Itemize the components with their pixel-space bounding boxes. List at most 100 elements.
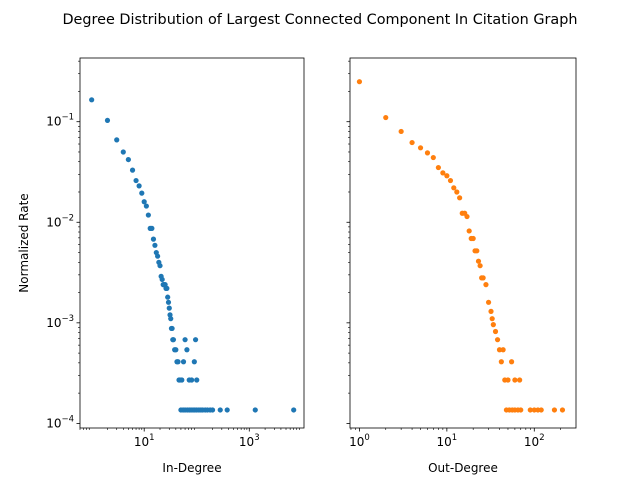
data-point	[192, 337, 199, 343]
data-point	[383, 114, 389, 121]
data-point	[159, 276, 165, 283]
data-point	[494, 337, 501, 343]
data-point	[169, 325, 175, 332]
data-point	[189, 377, 195, 383]
data-point	[209, 407, 216, 413]
data-point	[165, 294, 171, 300]
data-point	[166, 305, 172, 311]
data-point	[184, 347, 190, 353]
data-point	[191, 359, 197, 365]
data-point	[430, 154, 436, 161]
y-tick-label: 10−1	[46, 113, 74, 129]
x-tick-label: 102	[524, 433, 545, 449]
data-point	[489, 316, 495, 322]
data-point	[165, 299, 172, 305]
data-point	[129, 167, 136, 173]
data-point	[150, 236, 157, 242]
data-point	[488, 308, 494, 314]
data-point	[559, 407, 566, 413]
data-point	[217, 407, 223, 413]
data-point	[464, 213, 470, 220]
data-point	[435, 164, 441, 171]
in-degree-panel: 101 103 10−4 10−3 10−2 10−1 In-Degree Normalize…	[17, 57, 305, 475]
data-point	[512, 377, 518, 383]
data-point	[477, 263, 483, 269]
data-point	[145, 212, 151, 218]
data-point	[475, 258, 482, 264]
data-point	[538, 407, 544, 413]
data-point	[155, 253, 161, 259]
data-point	[114, 137, 120, 143]
data-point	[125, 156, 131, 163]
data-point	[480, 275, 486, 281]
data-point	[483, 282, 489, 288]
data-point	[451, 185, 457, 191]
data-point	[136, 183, 142, 189]
x-tick-label: 101	[134, 433, 155, 449]
data-point	[474, 248, 480, 254]
data-point	[224, 407, 230, 413]
data-point	[89, 97, 95, 103]
data-point	[182, 337, 188, 343]
data-point	[490, 322, 496, 328]
data-point	[470, 235, 476, 242]
data-point	[170, 337, 177, 343]
data-point	[527, 407, 533, 413]
data-point	[409, 139, 415, 146]
axes-frame	[349, 57, 577, 429]
data-point	[496, 347, 503, 353]
data-point	[551, 407, 558, 413]
data-point	[291, 407, 297, 413]
data-point	[518, 407, 524, 413]
data-point	[157, 263, 163, 269]
data-point	[104, 117, 111, 124]
axes-frame	[79, 57, 305, 429]
data-point	[454, 189, 460, 195]
y-tick-label: 10−3	[46, 314, 74, 330]
data-point	[505, 377, 511, 383]
x-tick-label: 101	[437, 433, 458, 449]
data-point	[141, 199, 147, 205]
data-point	[466, 228, 472, 234]
data-point	[133, 177, 139, 184]
figure-title: Degree Distribution of Largest Connected…	[62, 12, 577, 28]
y-tick-label: 10−4	[46, 414, 74, 430]
data-point	[500, 347, 506, 353]
data-point	[444, 173, 450, 179]
x-axis-label: Out-Degree	[428, 461, 498, 475]
data-point	[149, 225, 155, 231]
data-point	[447, 177, 454, 184]
data-point	[168, 316, 174, 322]
data-point	[517, 377, 523, 383]
y-tick-label: 10−2	[46, 213, 74, 229]
x-tick-label: 100	[349, 433, 370, 449]
data-point	[194, 377, 200, 383]
x-axis-label: In-Degree	[162, 461, 221, 475]
data-point	[180, 359, 187, 365]
data-point	[531, 407, 537, 413]
data-point	[175, 359, 181, 365]
data-point	[508, 359, 515, 365]
data-point	[139, 190, 145, 196]
data-point	[492, 328, 499, 335]
data-point	[179, 377, 185, 383]
data-point	[143, 203, 149, 209]
data-point	[120, 149, 126, 155]
data-point	[485, 299, 492, 305]
out-degree-panel: 100 101 102 Out-Degree	[346, 57, 577, 475]
data-point	[424, 150, 431, 156]
data-point	[252, 407, 258, 413]
data-point	[498, 359, 504, 365]
data-point	[164, 285, 170, 291]
data-point	[152, 242, 158, 248]
data-point	[440, 170, 446, 176]
data-point	[356, 79, 363, 85]
y-axis-label: Normalized Rate	[17, 193, 31, 292]
data-point	[173, 347, 179, 353]
data-point	[417, 145, 424, 151]
x-tick-label: 103	[239, 433, 260, 449]
data-point	[457, 195, 463, 201]
data-point	[398, 128, 404, 135]
